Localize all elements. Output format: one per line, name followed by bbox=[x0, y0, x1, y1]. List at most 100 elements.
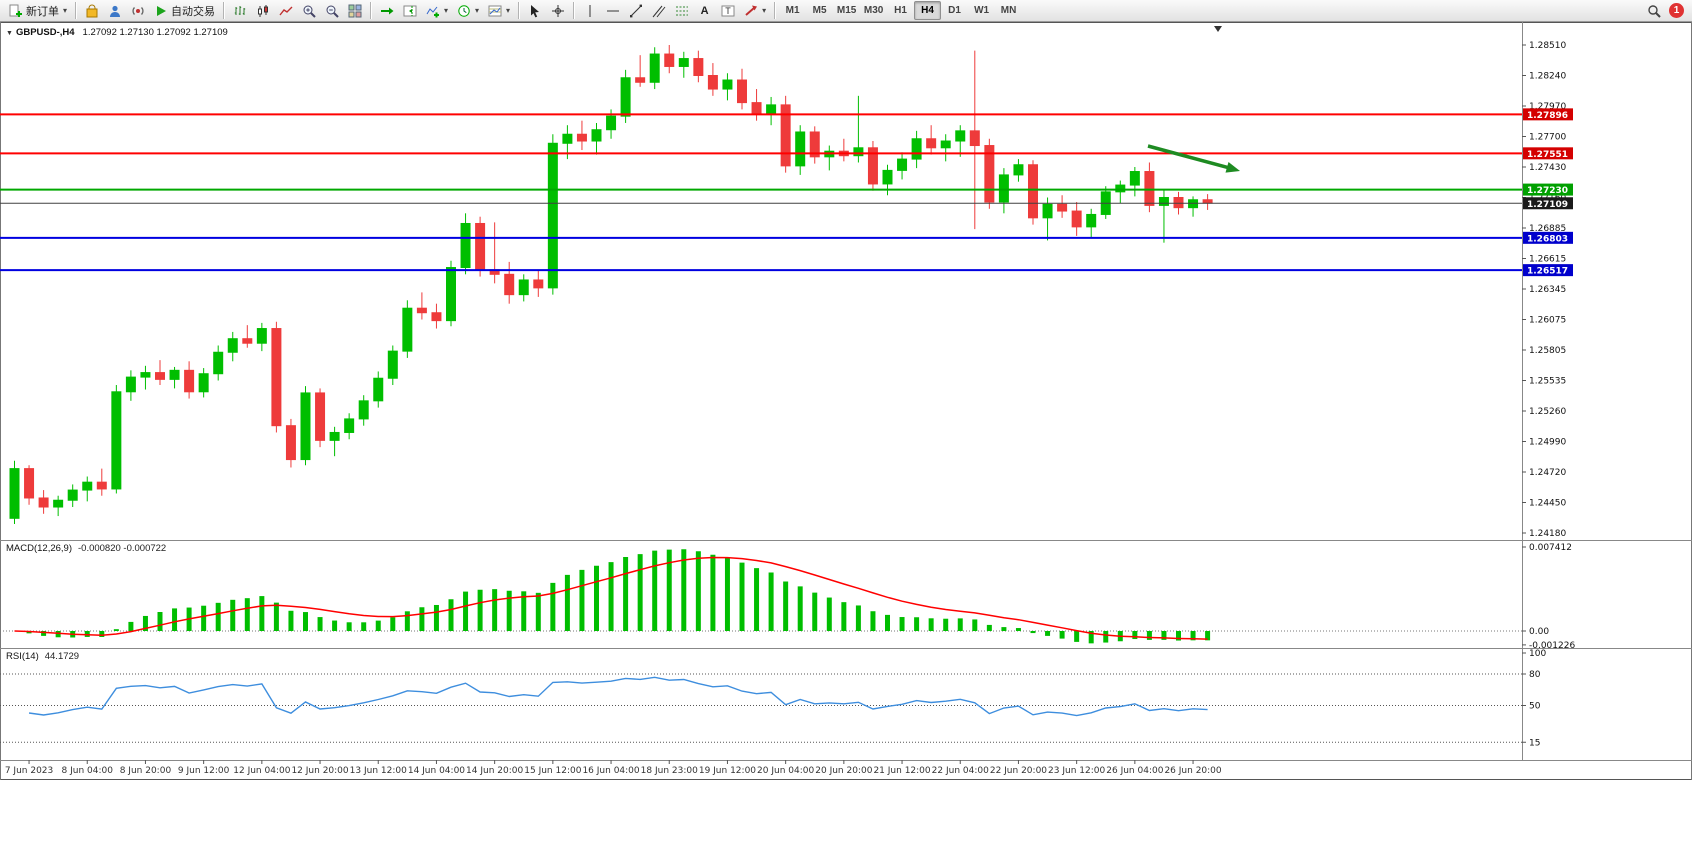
timeframe-button-m1[interactable]: M1 bbox=[779, 1, 806, 20]
svg-text:1.27230: 1.27230 bbox=[1527, 186, 1568, 196]
svg-text:21 Jun 12:00: 21 Jun 12:00 bbox=[873, 766, 930, 776]
timeframe-button-m15[interactable]: M15 bbox=[833, 1, 860, 20]
trend-arrow-annotation[interactable] bbox=[1147, 144, 1240, 173]
svg-text:1.27551: 1.27551 bbox=[1527, 150, 1568, 160]
line-chart-icon bbox=[278, 3, 293, 18]
svg-text:1.26345: 1.26345 bbox=[1529, 285, 1566, 295]
svg-text:22 Jun 04:00: 22 Jun 04:00 bbox=[932, 766, 989, 776]
toolbar-separator bbox=[573, 2, 575, 19]
macd-name: MACD(12,26,9) bbox=[6, 543, 72, 554]
svg-text:22 Jun 20:00: 22 Jun 20:00 bbox=[990, 766, 1047, 776]
zoom-in-button[interactable] bbox=[297, 1, 320, 20]
timeframe-button-h4[interactable]: H4 bbox=[914, 1, 942, 20]
svg-text:1.25805: 1.25805 bbox=[1529, 346, 1566, 356]
macd-indicator-label: MACD(12,26,9) -0.000820 -0.000722 bbox=[6, 543, 166, 554]
chart-shift-button[interactable] bbox=[398, 1, 421, 20]
svg-text:0.00: 0.00 bbox=[1529, 627, 1549, 637]
cursor-button[interactable] bbox=[523, 1, 546, 20]
market-icon bbox=[84, 3, 99, 18]
macd-panel: 0.007412 0.00 -0.001226 bbox=[0, 543, 1575, 651]
broadcast-icon bbox=[130, 3, 145, 18]
timeframe-button-m5[interactable]: M5 bbox=[806, 1, 833, 20]
chart-candles-button[interactable] bbox=[251, 1, 274, 20]
timeframe-button-h1[interactable]: H1 bbox=[887, 1, 914, 20]
timeframe-button-m30[interactable]: M30 bbox=[860, 1, 887, 20]
tile-windows-icon bbox=[347, 3, 362, 18]
trendline-tool-button[interactable] bbox=[624, 1, 647, 20]
arrow-shapes-icon bbox=[743, 3, 758, 18]
toolbar-separator bbox=[774, 2, 776, 19]
svg-text:16 Jun 04:00: 16 Jun 04:00 bbox=[582, 766, 639, 776]
scroll-marker bbox=[1214, 26, 1222, 32]
autoscroll-button[interactable] bbox=[375, 1, 398, 20]
zoom-out-button[interactable] bbox=[320, 1, 343, 20]
tile-windows-button[interactable] bbox=[343, 1, 366, 20]
arrows-tool-button[interactable]: ▾ bbox=[739, 1, 770, 20]
chevron-down-icon: ▾ bbox=[475, 6, 480, 15]
text-tool-button[interactable]: A bbox=[693, 1, 716, 20]
svg-text:1.27430: 1.27430 bbox=[1529, 163, 1566, 173]
crosshair-button[interactable] bbox=[546, 1, 569, 20]
label-tool-button[interactable]: T bbox=[716, 1, 739, 20]
fibonacci-icon bbox=[674, 3, 689, 18]
price-tag: 1.26803 bbox=[1523, 231, 1573, 244]
svg-text:23 Jun 12:00: 23 Jun 12:00 bbox=[1048, 766, 1105, 776]
svg-text:19 Jun 12:00: 19 Jun 12:00 bbox=[699, 766, 756, 776]
svg-text:1.24720: 1.24720 bbox=[1529, 468, 1566, 478]
search-button[interactable] bbox=[1642, 1, 1665, 20]
price-tag: 1.27109 bbox=[1523, 197, 1573, 210]
chart-line-button[interactable] bbox=[274, 1, 297, 20]
autoscroll-icon bbox=[379, 3, 394, 18]
svg-text:1.26075: 1.26075 bbox=[1529, 316, 1566, 326]
svg-text:15: 15 bbox=[1529, 738, 1540, 748]
horizontal-line-tool-button[interactable] bbox=[601, 1, 624, 20]
price-tag: 1.27551 bbox=[1523, 147, 1573, 160]
svg-text:26 Jun 20:00: 26 Jun 20:00 bbox=[1164, 766, 1221, 776]
new-order-button[interactable]: 新订单 ▾ bbox=[4, 1, 71, 20]
templates-icon bbox=[487, 3, 502, 18]
svg-text:13 Jun 12:00: 13 Jun 12:00 bbox=[350, 766, 407, 776]
time-axis[interactable]: 7 Jun 2023 8 Jun 04:00 8 Jun 20:00 9 Jun 12… bbox=[5, 760, 1222, 776]
timeframe-button-d1[interactable]: D1 bbox=[941, 1, 968, 20]
svg-text:1.25260: 1.25260 bbox=[1529, 407, 1566, 417]
price-axis[interactable]: 1.28510 1.28240 1.27970 1.27700 1.27430 1.271… bbox=[1522, 41, 1566, 539]
candlestick-series bbox=[9, 45, 1213, 524]
channel-tool-button[interactable] bbox=[647, 1, 670, 20]
timeframe-button-w1[interactable]: W1 bbox=[968, 1, 995, 20]
channel-icon bbox=[651, 3, 666, 18]
crosshair-icon bbox=[550, 3, 565, 18]
svg-text:1.27109: 1.27109 bbox=[1527, 200, 1568, 210]
periods-button[interactable]: ▾ bbox=[452, 1, 483, 20]
svg-text:15 Jun 12:00: 15 Jun 12:00 bbox=[524, 766, 581, 776]
fibonacci-tool-button[interactable] bbox=[670, 1, 693, 20]
svg-text:50: 50 bbox=[1529, 702, 1541, 712]
price-tag: 1.26517 bbox=[1523, 264, 1573, 277]
candlestick-icon bbox=[255, 3, 270, 18]
timeframe-button-mn[interactable]: MN bbox=[995, 1, 1022, 20]
market-button[interactable] bbox=[80, 1, 103, 20]
notification-badge[interactable]: 1 bbox=[1669, 3, 1684, 18]
chevron-down-icon: ▾ bbox=[444, 6, 449, 15]
svg-text:1.24180: 1.24180 bbox=[1529, 529, 1566, 539]
vertical-line-tool-button[interactable] bbox=[578, 1, 601, 20]
autotrade-button[interactable]: 自动交易 bbox=[149, 1, 219, 20]
rsi-value: 44.1729 bbox=[44, 651, 80, 662]
bar-chart-icon bbox=[232, 3, 247, 18]
svg-text:1.24990: 1.24990 bbox=[1529, 438, 1566, 448]
svg-text:26 Jun 04:00: 26 Jun 04:00 bbox=[1106, 766, 1163, 776]
toolbar-separator bbox=[75, 2, 77, 19]
svg-text:1.28240: 1.28240 bbox=[1529, 72, 1566, 82]
chart-window[interactable]: 1.28510 1.28240 1.27970 1.27700 1.27430 1.271… bbox=[0, 22, 1692, 780]
main-chart-canvas[interactable]: 1.28510 1.28240 1.27970 1.27700 1.27430 1.271… bbox=[0, 22, 1692, 780]
templates-button[interactable]: ▾ bbox=[483, 1, 514, 20]
broadcast-button[interactable] bbox=[126, 1, 149, 20]
toolbar-separator bbox=[518, 2, 520, 19]
indicators-button[interactable]: ▾ bbox=[421, 1, 452, 20]
svg-text:1.24450: 1.24450 bbox=[1529, 499, 1566, 509]
svg-text:7 Jun 2023: 7 Jun 2023 bbox=[5, 766, 53, 776]
svg-text:9 Jun 12:00: 9 Jun 12:00 bbox=[178, 766, 230, 776]
chart-bars-button[interactable] bbox=[228, 1, 251, 20]
signals-button[interactable] bbox=[103, 1, 126, 20]
price-tag: 1.27230 bbox=[1523, 183, 1573, 196]
svg-text:8 Jun 04:00: 8 Jun 04:00 bbox=[62, 766, 114, 776]
